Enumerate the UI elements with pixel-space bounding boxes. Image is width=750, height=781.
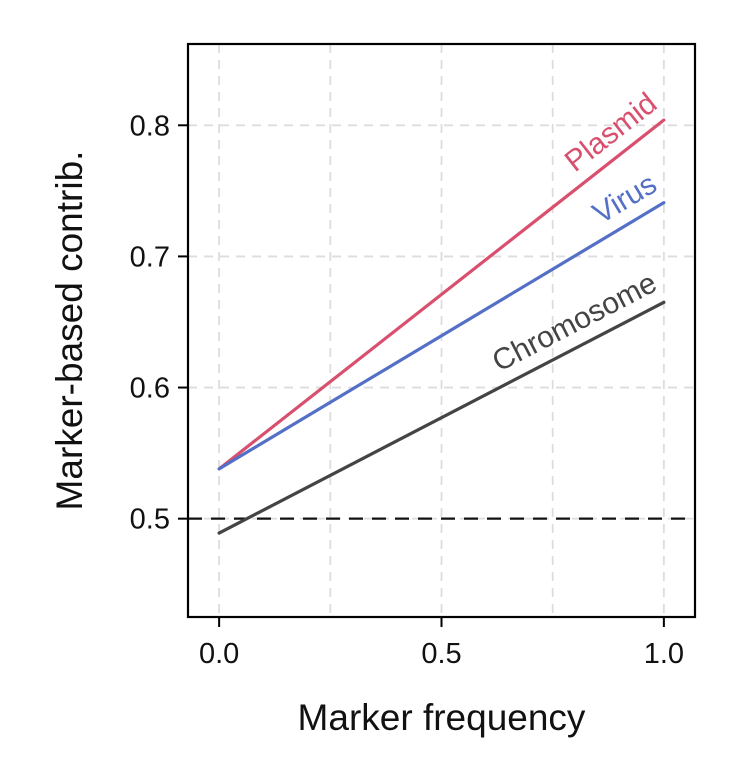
x-axis-label: Marker frequency (298, 697, 586, 738)
y-tick-label: 0.6 (130, 373, 170, 405)
series-line-plasmid (217, 118, 666, 471)
y-tick-label: 0.7 (130, 241, 170, 273)
y-tick-label: 0.5 (130, 504, 170, 536)
series-label-virus: Virus (587, 167, 662, 230)
series-label-chromosome: Chromosome (487, 266, 662, 378)
series-group (217, 118, 666, 535)
x-tick-label: 0.5 (421, 638, 461, 670)
y-tick-label: 0.8 (130, 110, 170, 142)
x-tick-label: 1.0 (644, 638, 684, 670)
y-axis-label: Marker-based contrib. (49, 151, 90, 511)
y-axis-ticks: 0.5 0.6 0.7 0.8 (130, 110, 188, 536)
x-axis-ticks: 0.0 0.5 1.0 (199, 617, 684, 670)
series-line-chromosome (217, 300, 666, 535)
x-tick-label: 0.0 (199, 638, 239, 670)
series-line-virus (217, 201, 666, 471)
